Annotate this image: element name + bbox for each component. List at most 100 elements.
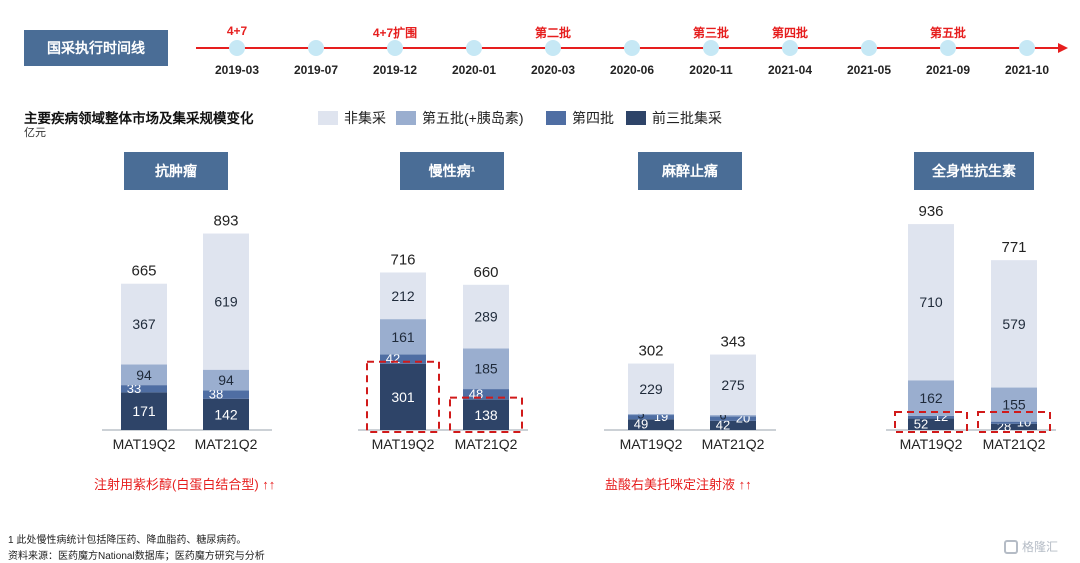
x-tick-label: MAT21Q2	[455, 436, 518, 452]
oncology-note: 注射用紫杉醇(白蛋白结合型) ↑↑	[94, 477, 276, 492]
data-label: 6	[719, 408, 726, 423]
total-label: 936	[918, 203, 943, 220]
anesthesia-note: 盐酸右美托咪定注射液 ↑↑	[605, 477, 752, 492]
bar-segment	[203, 398, 249, 430]
bar-segment	[991, 387, 1037, 422]
legend-label: 非集采	[344, 110, 386, 126]
timeline-date: 2020-01	[451, 63, 497, 77]
timeline-date: 2019-07	[293, 63, 339, 77]
data-label: 155	[1002, 397, 1026, 413]
bar-segment	[628, 413, 674, 416]
legend-item-batch1-3: 前三批集采	[626, 108, 722, 128]
timeline-dot	[940, 40, 956, 56]
timeline-event: 第四批	[771, 26, 808, 40]
data-label: 138	[474, 407, 498, 423]
bar-segment	[121, 392, 167, 430]
bar-segment	[203, 369, 249, 391]
timeline-date: 2019-03	[214, 63, 260, 77]
timeline-dot	[624, 40, 640, 56]
timeline-date: 2020-06	[609, 63, 655, 77]
bar-segment	[121, 364, 167, 386]
data-label: 142	[214, 406, 238, 422]
legend-item-non-vbp: 非集采	[318, 108, 386, 128]
timeline-date: 2021-10	[1004, 63, 1050, 77]
x-tick-label: MAT19Q2	[900, 436, 963, 452]
bar-segment	[380, 272, 426, 320]
bar-segment	[121, 283, 167, 365]
category-label-anesthesia: 麻醉止痛	[638, 152, 742, 190]
timeline-date: 2021-09	[925, 63, 971, 77]
bar-segment	[710, 416, 756, 421]
category-label-chronic: 慢性病¹	[400, 152, 504, 190]
timeline-date: 2020-11	[689, 63, 733, 77]
total-label: 716	[390, 251, 415, 268]
data-label: 171	[132, 403, 156, 419]
bar-segment	[463, 284, 509, 349]
highlight-box	[894, 411, 968, 433]
total-label: 660	[473, 264, 498, 281]
highlight-box	[366, 360, 440, 433]
timeline-dot	[466, 40, 482, 56]
logo-text: 格隆汇	[1022, 540, 1059, 554]
data-label: 5	[637, 406, 644, 421]
legend-swatch	[626, 111, 646, 125]
bar-segment	[463, 389, 509, 400]
x-tick-label: MAT21Q2	[195, 436, 258, 452]
x-tick-label: MAT21Q2	[702, 436, 765, 452]
legend-swatch	[546, 111, 566, 125]
bar-segment	[908, 380, 954, 416]
bar-segment	[628, 415, 674, 420]
legend-item-batch5: 第五批(+胰岛素)	[396, 108, 524, 128]
timeline-dot	[387, 40, 403, 56]
x-tick-label: MAT19Q2	[113, 436, 176, 452]
total-label: 771	[1001, 239, 1026, 256]
timeline-date: 2021-05	[846, 63, 892, 77]
data-label: 94	[136, 367, 152, 383]
timeline-arrow-icon	[1058, 43, 1068, 53]
timeline-event: 4+7扩围	[372, 26, 418, 40]
category-label-oncology: 抗肿瘤	[124, 152, 228, 190]
timeline-dot	[861, 40, 877, 56]
data-label: 301	[391, 389, 415, 405]
source-note: 资料来源：医药魔方National数据库；医药魔方研究与分析	[8, 551, 265, 562]
bar-segment	[380, 363, 426, 430]
timeline-dot	[229, 40, 245, 56]
bar-segment	[121, 385, 167, 393]
data-label: 367	[132, 316, 156, 332]
logo-icon	[1004, 539, 1018, 554]
timeline-label: 国采执行时间线	[24, 30, 168, 66]
highlight-box	[449, 396, 523, 434]
timeline-dot	[703, 40, 719, 56]
timeline-event: 第三批	[692, 26, 729, 40]
data-label: 275	[721, 377, 745, 393]
x-tick-label: MAT19Q2	[372, 436, 435, 452]
legend-label: 前三批集采	[652, 110, 722, 126]
bar-segment	[991, 260, 1037, 388]
section-unit: 亿元	[24, 127, 46, 139]
bar-segment	[463, 348, 509, 390]
bar-segment	[908, 415, 954, 419]
total-label: 343	[720, 334, 745, 351]
category-label-antibiotics: 全身性抗生素	[914, 152, 1034, 190]
bar-segment	[908, 224, 954, 381]
timeline-dot	[782, 40, 798, 56]
data-label: 42	[716, 417, 730, 432]
bar-segment	[203, 390, 249, 399]
bar-segment	[710, 415, 756, 417]
bar-segment	[203, 233, 249, 370]
bar-segment	[380, 319, 426, 355]
legend-item-batch4: 第四批	[546, 108, 614, 128]
data-label: 52	[914, 416, 928, 431]
x-tick-label: MAT21Q2	[983, 436, 1046, 452]
total-label: 893	[213, 213, 238, 230]
timeline-date: 2021-04	[767, 63, 813, 77]
highlight-box	[977, 411, 1051, 433]
watermark-logo: 格隆汇	[1004, 538, 1058, 555]
data-label: 710	[919, 294, 943, 310]
data-label: 49	[634, 417, 648, 432]
footnote: 1 此处慢性病统计包括降压药、降血脂药、糖尿病药。	[8, 535, 247, 546]
legend-label: 第四批	[572, 110, 614, 126]
data-label: 229	[639, 381, 663, 397]
bar-segment	[991, 421, 1037, 424]
